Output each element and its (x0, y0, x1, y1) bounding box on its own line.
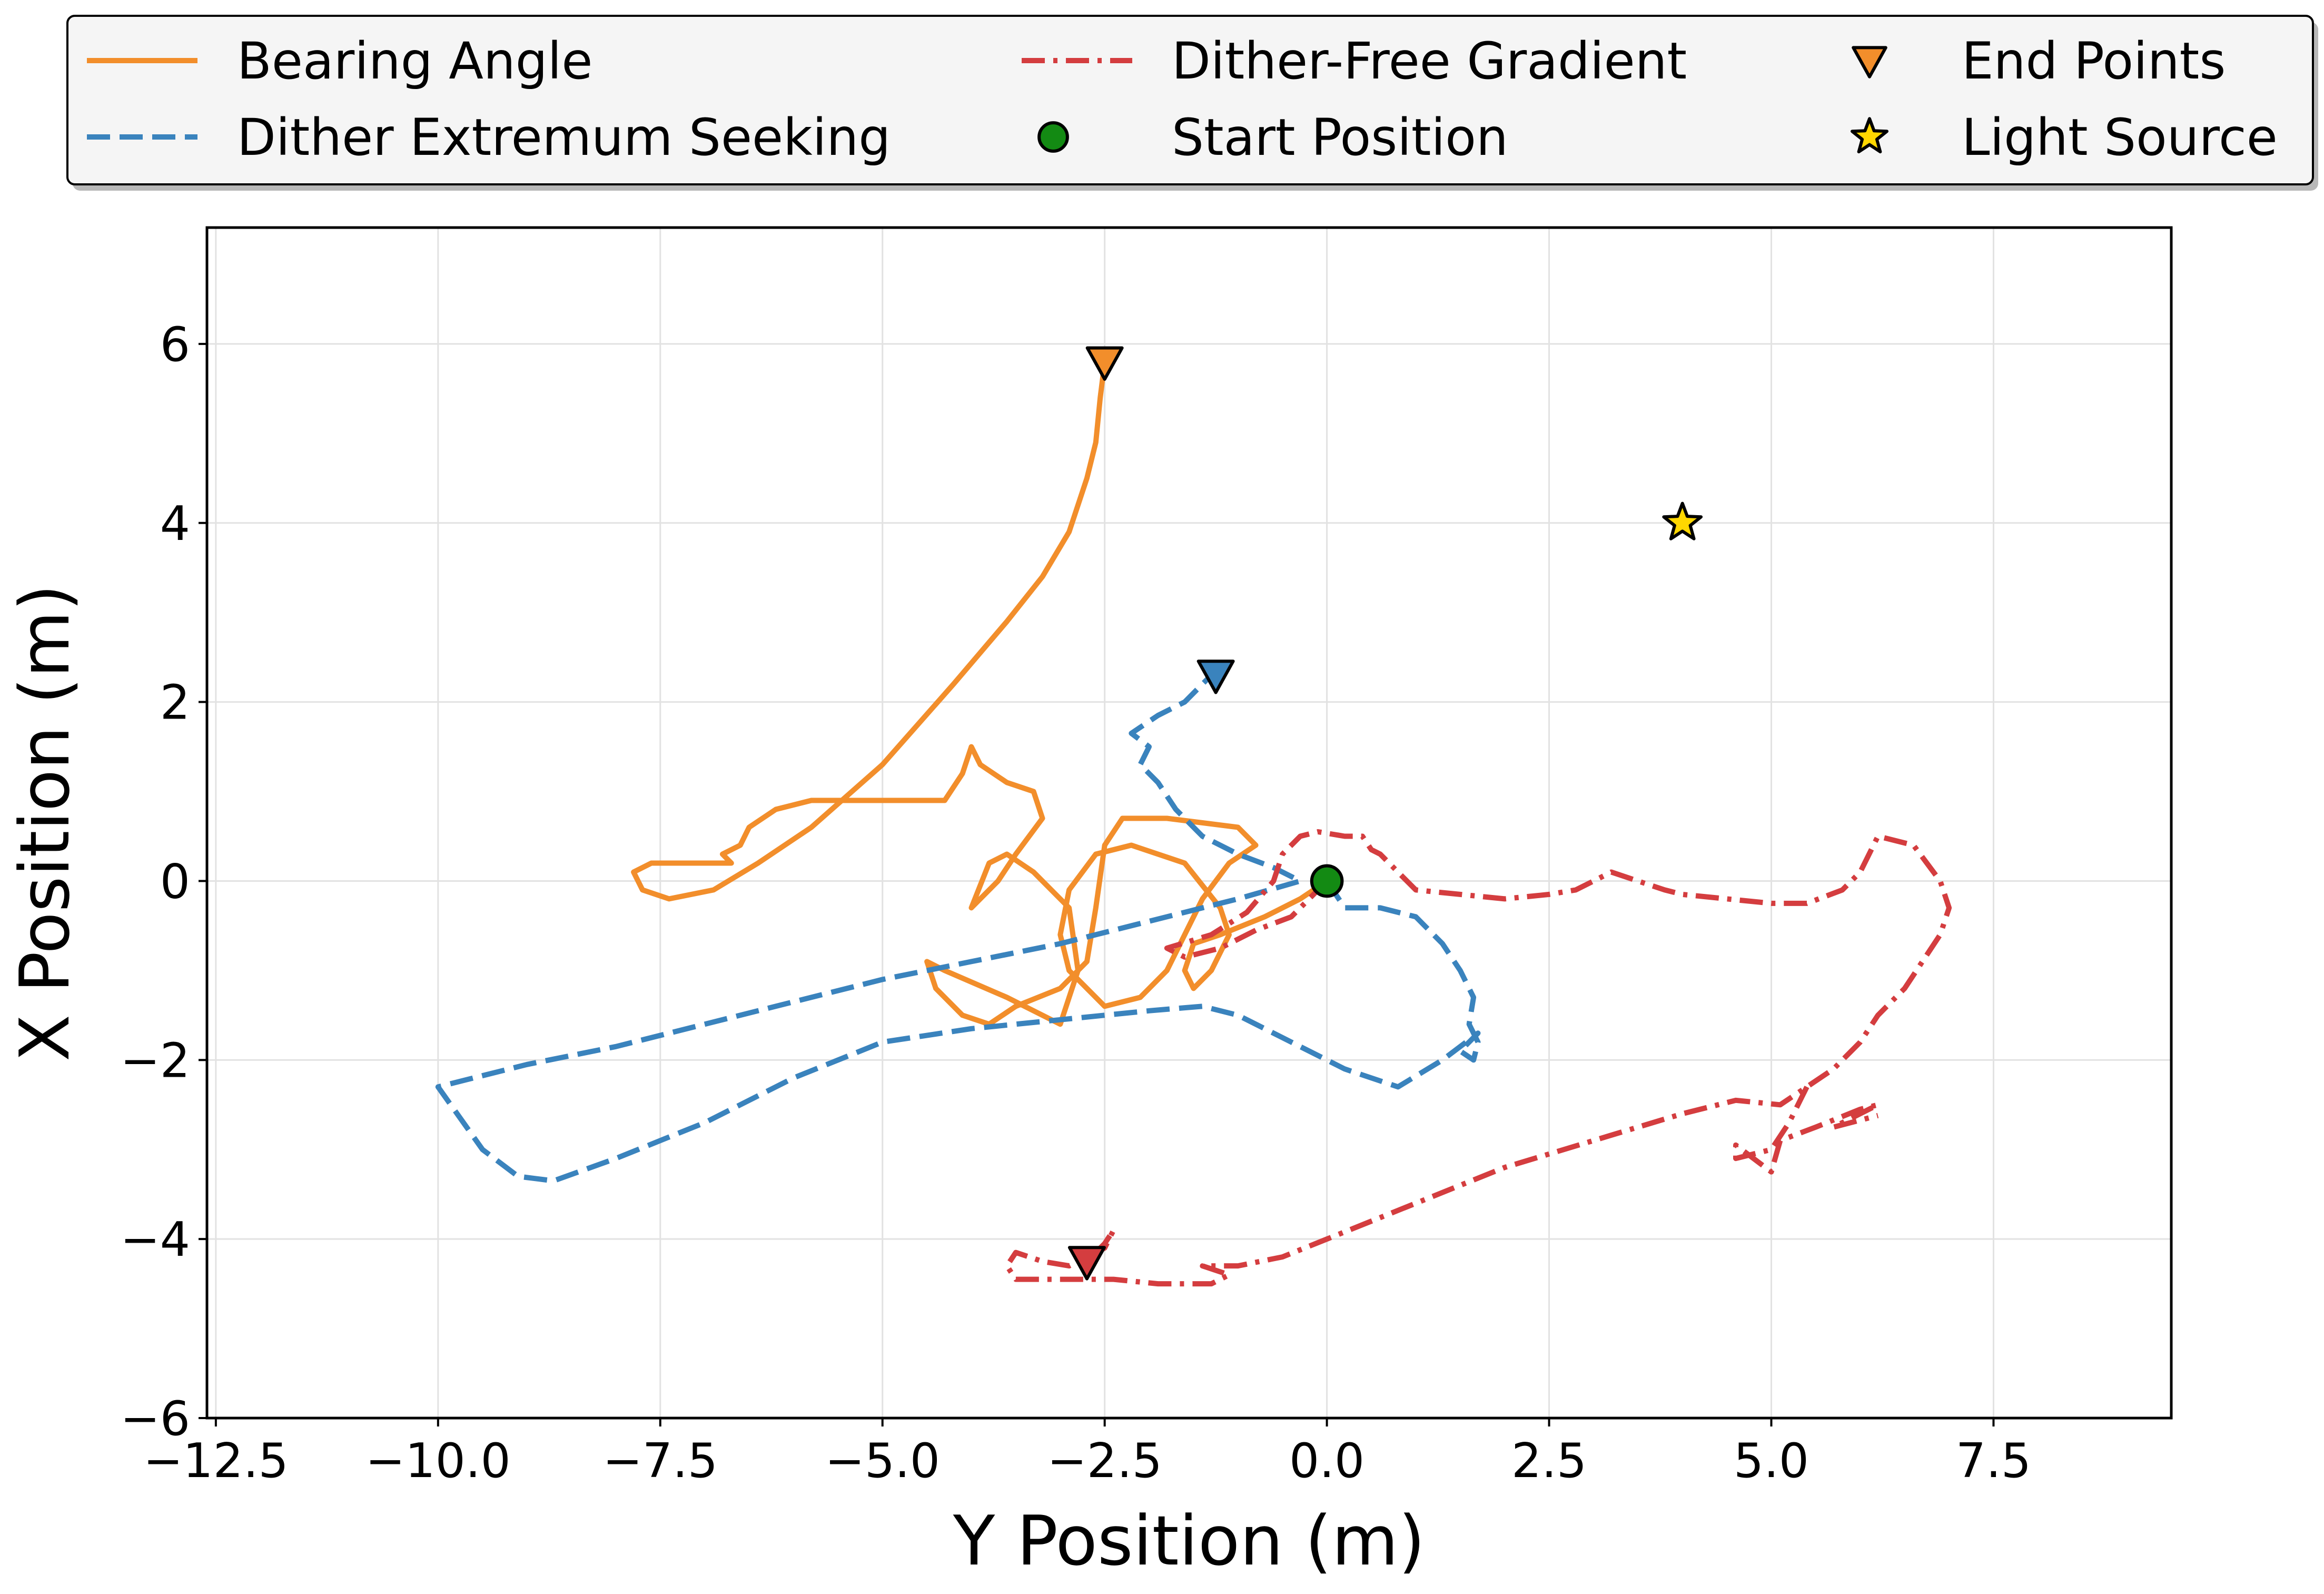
x-tick-label: 0.0 (1289, 1433, 1364, 1489)
plot-area (205, 226, 2173, 1420)
y-tick-label: 2 (160, 675, 190, 731)
series-line-dither-free-gradient-branch (1733, 1086, 1881, 1175)
marker-light-source-star (1662, 501, 1703, 540)
point-markers (1067, 346, 1703, 1281)
x-tick-label: −7.5 (602, 1433, 718, 1489)
x-tick-label: −5.0 (825, 1433, 940, 1489)
x-tick-label: −12.5 (143, 1433, 289, 1489)
y-axis-ticks: −6 −4 −2 0 2 4 6 (120, 317, 207, 1447)
series-line-bearing-angle (631, 361, 1329, 1027)
marker-start-position-circle (1310, 864, 1344, 898)
plot-frame (205, 226, 2173, 1420)
legend-label-end-points: End Points (1962, 32, 2226, 91)
y-tick-label: 4 (160, 496, 190, 552)
y-axis-label: X Position (m) (5, 584, 85, 1061)
marker-end-points-triangle-down (1085, 346, 1124, 381)
y-tick-label: 6 (160, 317, 190, 372)
marker-end-points-triangle-down (1196, 660, 1235, 694)
legend-items: Bearing Angle Dither Extremum Seeking Dith… (87, 32, 2278, 167)
x-tick-label: 5.0 (1734, 1433, 1809, 1489)
legend-label-start-position: Start Position (1172, 108, 1508, 167)
legend-swatch-end-points (1852, 46, 1887, 78)
legend-swatch-light-source (1851, 117, 1888, 154)
legend-swatch-start-position (1037, 121, 1069, 153)
x-tick-label: −10.0 (365, 1433, 511, 1489)
series-lines (435, 361, 1952, 1287)
x-tick-label: 7.5 (1956, 1433, 2031, 1489)
x-tick-label: −2.5 (1047, 1433, 1162, 1489)
legend-label-bearing-angle: Bearing Angle (237, 32, 592, 91)
marker-end-points-triangle-down (1067, 1246, 1106, 1281)
series-line-dither-free-gradient (1004, 829, 1952, 1287)
legend: Bearing Angle Dither Extremum Seeking Dith… (66, 15, 2318, 191)
legend-box (66, 15, 2314, 185)
y-tick-label: 0 (160, 854, 190, 909)
y-tick-label: −6 (120, 1391, 190, 1447)
y-tick-label: −4 (120, 1212, 190, 1267)
legend-label-dither-extremum-seeking: Dither Extremum Seeking (237, 108, 891, 167)
legend-label-light-source: Light Source (1962, 108, 2278, 167)
y-tick-label: −2 (120, 1033, 190, 1088)
x-axis-label: Y Position (m) (953, 1501, 1425, 1581)
legend-label-dither-free-gradient: Dither-Free Gradient (1172, 32, 1687, 91)
x-tick-label: 2.5 (1511, 1433, 1587, 1489)
x-axis-ticks: −12.5 −10.0 −7.5 −5.0 −2.5 0.0 2.5 5.0 7.5 (143, 1418, 2031, 1489)
